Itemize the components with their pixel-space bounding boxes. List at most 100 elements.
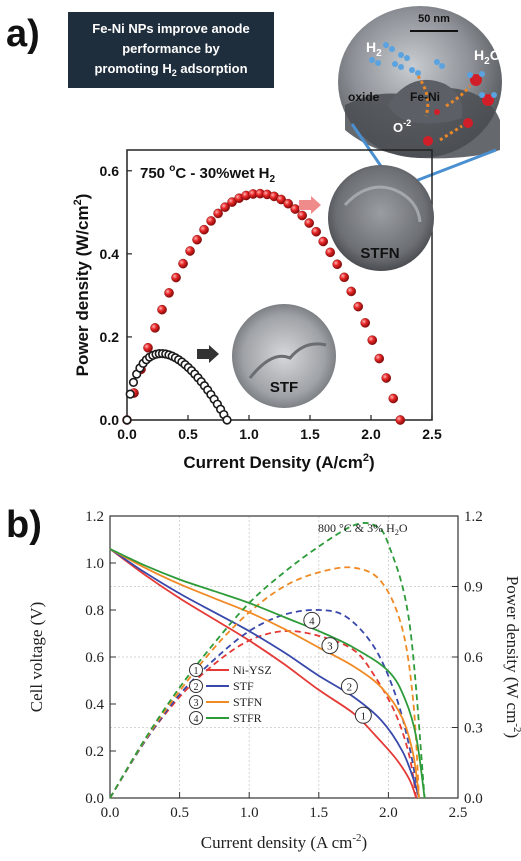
x-tick-label: 1.0	[239, 426, 259, 442]
legend-label: STFN	[233, 695, 263, 709]
stfn-data-point	[325, 247, 336, 258]
legend-number: 2	[194, 682, 199, 693]
x-tick-label: 1.5	[300, 426, 320, 442]
legend-label: STF	[233, 679, 254, 693]
feni-particle	[388, 79, 463, 124]
callout-line-2: performance by	[122, 41, 220, 56]
callout-background	[68, 12, 274, 88]
callout-box: Fe-Ni NPs improve anode performance by p…	[68, 12, 274, 88]
callout-line-1: Fe-Ni NPs improve anode	[92, 21, 249, 36]
stfn-data-point	[395, 415, 406, 425]
y-left-tick-label: 1.0	[85, 556, 104, 572]
legend-label: Ni-YSZ	[233, 663, 272, 677]
chart-b-lines	[109, 522, 426, 799]
y-left-tick-label: 0.8	[85, 603, 104, 619]
oxygen-transport-arrow	[439, 124, 463, 142]
stfn-data-point	[381, 373, 392, 383]
power-curve-stfr	[109, 522, 426, 799]
chart-b-curve-markers: 1 2 3 4	[303, 611, 372, 724]
legend-label: STFR	[233, 711, 262, 725]
stf-inset: STF	[197, 304, 336, 408]
curve-number-marker	[321, 637, 339, 655]
stfn-data-point	[171, 272, 181, 283]
y-tick-label: 0.2	[100, 329, 120, 345]
y-tick-label: 0.6	[100, 163, 120, 179]
stfn-data-point	[374, 353, 385, 364]
y-right-tick-label: 0.9	[464, 580, 483, 596]
chart-b-title: 800 °C & 3% H2O	[318, 521, 408, 537]
stfn-inset: STFN	[299, 165, 434, 271]
power-curve-ni-ysz	[109, 630, 418, 799]
stfn-data-point	[213, 208, 223, 219]
power-curve-stfn	[109, 566, 420, 799]
panel-b-label: b)	[6, 504, 42, 546]
callout-line-3-sub: 2	[172, 68, 177, 78]
oxygen-ions	[423, 109, 473, 146]
x-tick-label: 2.0	[361, 426, 381, 442]
cell-voltage-chart: 0.0 0.5 1.0 1.5 2.0 2.50.00.20.40.60.81.01.20…	[27, 509, 521, 852]
x-tick-label: 2.0	[379, 805, 398, 821]
scale-bar-label: 50 nm	[418, 13, 450, 25]
callout-line-3: promoting H2 adsorption	[94, 61, 247, 78]
oxide-label: oxide	[348, 90, 380, 104]
chart-b-ylabel-left: Cell voltage (V)	[27, 602, 46, 712]
x-tick-label: 1.5	[309, 805, 328, 821]
stfn-data-point	[388, 393, 399, 404]
legend-number: 4	[194, 714, 199, 725]
stf-data-point	[122, 415, 132, 425]
stfn-data-point	[199, 224, 209, 235]
curve-number-marker	[340, 677, 358, 695]
h2o-molecules	[467, 71, 497, 106]
curve-number-label: 2	[347, 681, 353, 693]
stfn-data-point	[143, 342, 153, 353]
voltage-curve-stfr	[109, 548, 426, 799]
stf-data-point	[222, 415, 232, 425]
legend-number-circle	[189, 663, 203, 677]
stfn-data-point	[339, 272, 350, 283]
chart-a-ylabel: Power density (W/cm2)	[72, 194, 92, 377]
stfn-data-point	[157, 304, 167, 315]
y-right-tick-label: 0.3	[464, 721, 483, 737]
sem-schematic: 50 nm H2 H2O oxide Fe-Ni O-2	[338, 6, 502, 159]
stfn-data-point	[283, 198, 293, 209]
feni-label: Fe-Ni	[410, 90, 440, 104]
chart-a-xlabel: Current Density (A/cm2)	[183, 452, 374, 472]
y-right-tick-label: 1.2	[464, 509, 483, 525]
h2-molecules	[369, 42, 445, 76]
voltage-curve-ni-ysz	[109, 548, 418, 799]
chart-b-grid	[109, 515, 459, 799]
stf-inset-label: STF	[270, 379, 298, 396]
y-tick-label: 0.0	[100, 412, 120, 428]
curve-number-marker	[303, 611, 321, 629]
y-left-tick-label: 0.2	[85, 744, 104, 760]
stfn-data-point	[353, 301, 364, 312]
curve-number-marker	[354, 706, 372, 724]
callout-line-3-end: adsorption	[177, 61, 248, 76]
chart-b-xlabel: Current density (A cm-2)	[201, 832, 367, 852]
y-left-tick-label: 0.6	[85, 650, 104, 666]
callout-line-3-main: promoting H	[94, 61, 171, 76]
chart-b-ticks: 0.0 0.5 1.0 1.5 2.0 2.50.00.20.40.60.81.01.20…	[85, 509, 483, 821]
chart-a-title: 750 oC - 30%wet H2	[140, 163, 276, 185]
legend-number-circle	[189, 695, 203, 709]
stfn-sem-image	[328, 165, 434, 271]
stfn-data-point	[276, 194, 286, 205]
h2-adsorption-arrow	[416, 75, 430, 117]
x-tick-label: 2.5	[449, 805, 468, 821]
curve-number-label: 3	[327, 641, 333, 653]
y-left-tick-label: 0.4	[85, 697, 104, 713]
chart-a-frame	[126, 149, 433, 421]
stfn-data-point	[318, 236, 329, 247]
stfn-arrow-icon	[299, 196, 321, 214]
stf-arrow-icon	[197, 345, 219, 363]
x-tick-label: 0.5	[170, 805, 189, 821]
curve-number-label: 4	[309, 615, 315, 627]
stfn-data-point	[206, 216, 216, 226]
curve-number-label: 1	[361, 710, 367, 722]
stfn-data-point	[290, 204, 300, 214]
y-left-tick-label: 0.0	[85, 791, 104, 807]
stfn-data-point	[311, 226, 321, 237]
power-curve-stf	[109, 609, 420, 799]
voltage-curve-stf	[109, 548, 420, 799]
legend-number: 1	[194, 666, 199, 677]
